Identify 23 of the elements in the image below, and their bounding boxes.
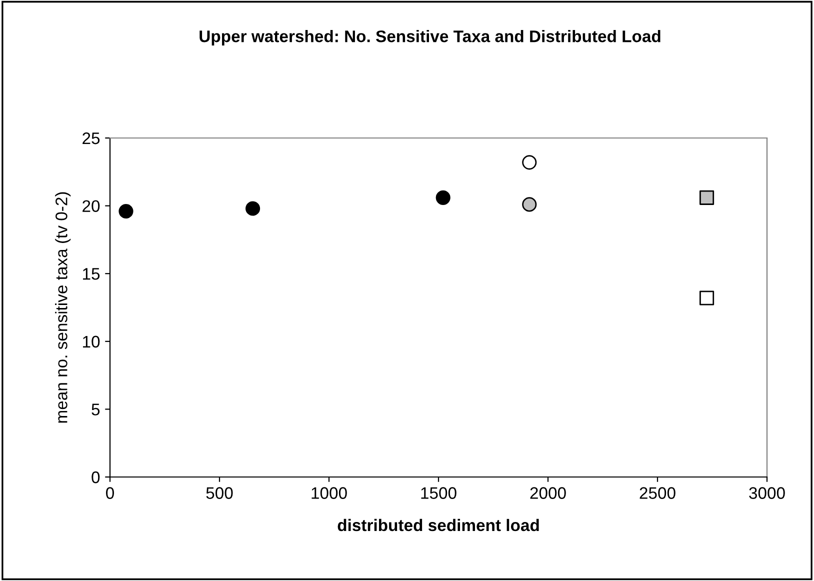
point [699,190,714,205]
x-tick-label: 1500 [421,487,456,499]
y-tick-label: 20 [82,200,100,212]
chart-title: Upper watershed: No. Sensitive Taxa and Distributed Load [200,30,660,46]
x-tick-label: 2000 [530,487,566,499]
point [522,155,537,170]
x-tick-label: 3000 [749,487,785,499]
point [246,201,260,216]
x-tick-label: 2500 [640,487,676,499]
y-axis-title: mean no. sensitive taxa (tv 0-2) [55,192,71,423]
y-tick-label: 0 [92,471,100,484]
y-tick-label: 25 [82,132,100,144]
point [118,204,134,219]
point [699,290,714,306]
x-tick-label: 0 [106,487,114,499]
y-tick-label: 15 [83,268,100,280]
point [436,190,450,205]
y-tick-label: 10 [83,336,100,348]
point [522,197,537,212]
x-axis-title: distributed sediment load [338,518,539,532]
x-tick-label: 500 [206,487,233,499]
y-tick-label: 5 [92,404,100,416]
x-tick-label: 1000 [312,487,347,499]
